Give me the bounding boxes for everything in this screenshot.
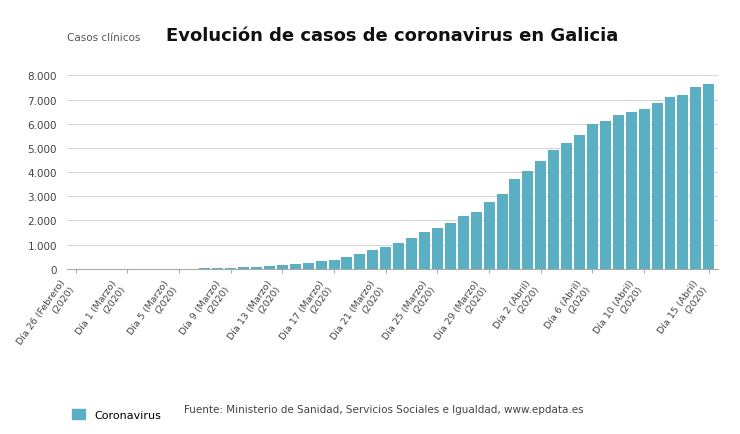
Bar	[690, 88, 702, 269]
Bar	[406, 239, 417, 269]
Bar	[665, 98, 676, 269]
Text: Casos clínicos: Casos clínicos	[67, 33, 140, 43]
Bar	[574, 135, 585, 269]
Bar	[277, 266, 288, 269]
Bar	[458, 216, 468, 269]
Bar	[341, 257, 352, 269]
Bar	[380, 247, 391, 269]
Bar	[238, 268, 249, 269]
Bar	[626, 112, 636, 269]
Bar	[535, 162, 546, 269]
Bar	[522, 171, 534, 269]
Bar	[548, 151, 559, 269]
Bar	[225, 268, 236, 269]
Bar	[290, 264, 300, 269]
Bar	[587, 125, 598, 269]
Bar	[251, 267, 262, 269]
Bar	[484, 203, 494, 269]
Title: Evolución de casos de coronavirus en Galicia: Evolución de casos de coronavirus en Gal…	[166, 27, 619, 45]
Bar	[432, 228, 443, 269]
Bar	[703, 85, 714, 269]
Bar	[393, 244, 404, 269]
Bar	[561, 144, 572, 269]
Legend: Coronavirus: Coronavirus	[73, 409, 161, 420]
Bar	[367, 250, 378, 269]
Bar	[613, 116, 624, 269]
Bar	[316, 262, 326, 269]
Text: Fuente: Ministerio de Sanidad, Servicios Sociales e Igualdad, www.epdata.es: Fuente: Ministerio de Sanidad, Servicios…	[184, 404, 583, 414]
Bar	[445, 223, 456, 269]
Bar	[639, 110, 650, 269]
Bar	[264, 266, 275, 269]
Bar	[303, 263, 314, 269]
Bar	[600, 122, 611, 269]
Bar	[677, 95, 688, 269]
Bar	[471, 212, 482, 269]
Bar	[497, 194, 508, 269]
Bar	[329, 261, 340, 269]
Bar	[419, 233, 430, 269]
Bar	[509, 180, 520, 269]
Bar	[354, 255, 366, 269]
Bar	[652, 104, 662, 269]
